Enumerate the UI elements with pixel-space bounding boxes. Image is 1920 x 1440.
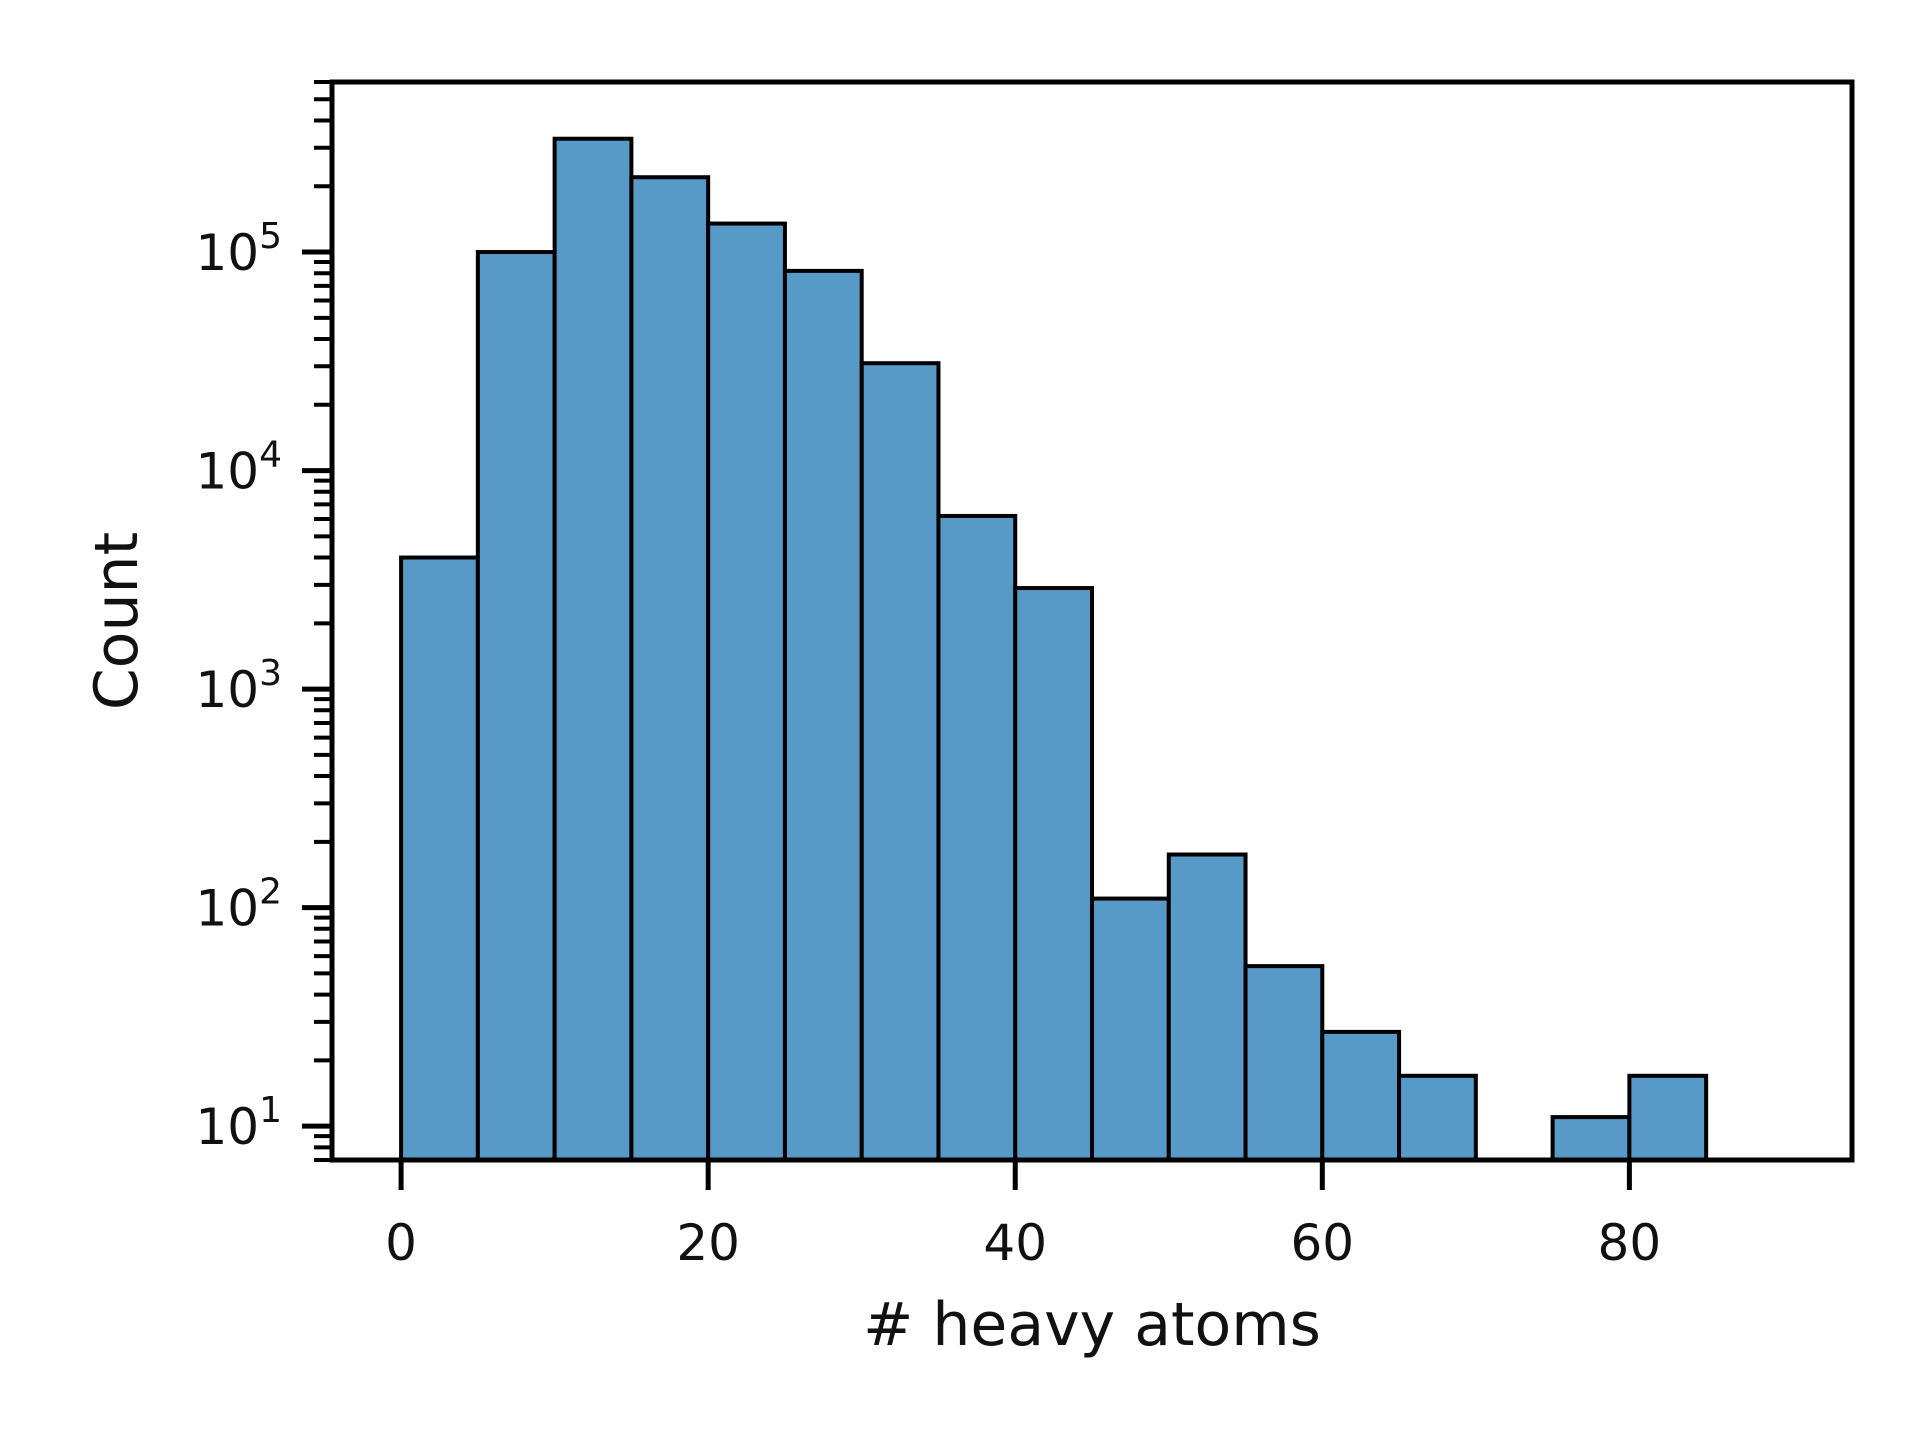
histogram-bar-13 [1397,1073,1478,1163]
histogram-bar-1 [475,250,557,1163]
y-tick-label-0: 101 [195,1090,282,1156]
histogram-bar-2 [552,136,634,1162]
histogram-bar-12 [1320,1029,1402,1162]
x-axis-ticks: 0 20 40 60 80 [385,1160,1661,1272]
histogram-bar-3 [629,175,711,1162]
histogram-bar-4 [706,221,787,1162]
y-tick-label-1: 102 [195,872,282,938]
histogram-bar-5 [782,268,864,1162]
x-tick-label-3: 60 [1290,1214,1354,1272]
histogram-bar-15 [1627,1073,1709,1163]
histogram-bar-6 [859,361,941,1162]
x-tick-label-2: 40 [983,1214,1047,1272]
x-axis-label: # heavy atoms [863,1290,1321,1360]
x-tick-label-1: 20 [676,1214,740,1272]
histogram-bar-0 [399,555,480,1162]
y-axis-ticks: 101 102 103 104 105 [195,80,332,1162]
histogram-bars [399,136,1709,1163]
y-axis-label: Count [82,532,152,710]
histogram-bar-14 [1550,1115,1632,1162]
histogram-bar-11 [1243,964,1325,1163]
histogram-bar-9 [1090,896,1171,1162]
plot-frame [329,79,1855,1163]
x-tick-label-4: 80 [1598,1214,1662,1272]
y-tick-label-2: 103 [195,653,282,719]
y-tick-label-4: 105 [195,216,282,282]
histogram-bar-8 [1013,586,1094,1162]
histogram-bar-10 [1166,852,1248,1162]
x-tick-label-0: 0 [385,1214,417,1272]
histogram-bar-7 [936,513,1018,1162]
y-tick-label-3: 104 [195,435,282,501]
